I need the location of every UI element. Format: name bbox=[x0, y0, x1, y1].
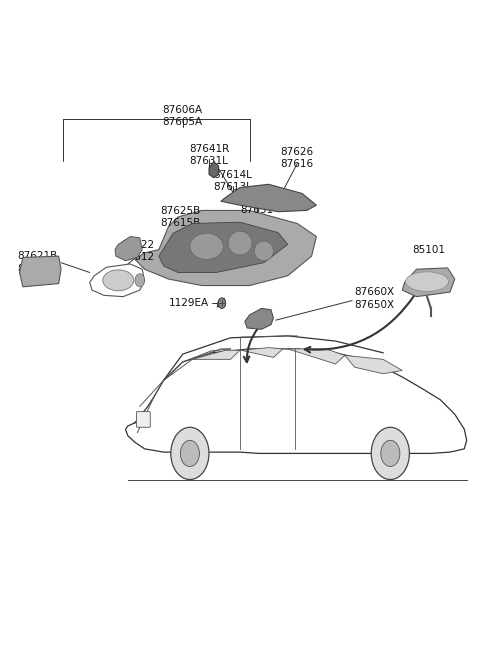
Circle shape bbox=[171, 427, 209, 480]
Text: 87641R
87631L: 87641R 87631L bbox=[189, 144, 229, 166]
Circle shape bbox=[218, 298, 226, 308]
Polygon shape bbox=[217, 298, 225, 307]
Polygon shape bbox=[192, 350, 240, 359]
Polygon shape bbox=[20, 256, 61, 287]
Polygon shape bbox=[115, 237, 142, 260]
Ellipse shape bbox=[254, 241, 274, 260]
Polygon shape bbox=[135, 211, 316, 285]
Text: 87614L
87613L: 87614L 87613L bbox=[214, 170, 252, 192]
Text: 87621B
87621C: 87621B 87621C bbox=[17, 251, 58, 274]
FancyBboxPatch shape bbox=[136, 411, 150, 427]
Text: 87626
87616: 87626 87616 bbox=[281, 147, 314, 169]
Circle shape bbox=[180, 440, 199, 466]
Ellipse shape bbox=[190, 234, 223, 259]
Ellipse shape bbox=[103, 270, 134, 291]
Text: 87625B
87615B: 87625B 87615B bbox=[160, 206, 201, 228]
Polygon shape bbox=[159, 222, 288, 272]
Polygon shape bbox=[288, 349, 345, 364]
Text: 87622
87612: 87622 87612 bbox=[121, 239, 154, 262]
Text: 87606A
87605A: 87606A 87605A bbox=[163, 104, 203, 127]
Polygon shape bbox=[221, 184, 316, 212]
Ellipse shape bbox=[228, 232, 252, 255]
Circle shape bbox=[381, 440, 400, 466]
Polygon shape bbox=[90, 264, 144, 297]
Circle shape bbox=[135, 274, 144, 287]
Ellipse shape bbox=[406, 272, 448, 291]
Polygon shape bbox=[209, 161, 218, 178]
Text: 87660X
87650X: 87660X 87650X bbox=[355, 287, 395, 310]
Polygon shape bbox=[345, 356, 402, 374]
Polygon shape bbox=[241, 348, 283, 358]
Text: 1129EA: 1129EA bbox=[169, 298, 209, 308]
Circle shape bbox=[371, 427, 409, 480]
Polygon shape bbox=[402, 268, 455, 297]
Text: 85101: 85101 bbox=[412, 245, 445, 255]
Polygon shape bbox=[245, 308, 274, 329]
Text: 87652
87651: 87652 87651 bbox=[240, 193, 273, 215]
